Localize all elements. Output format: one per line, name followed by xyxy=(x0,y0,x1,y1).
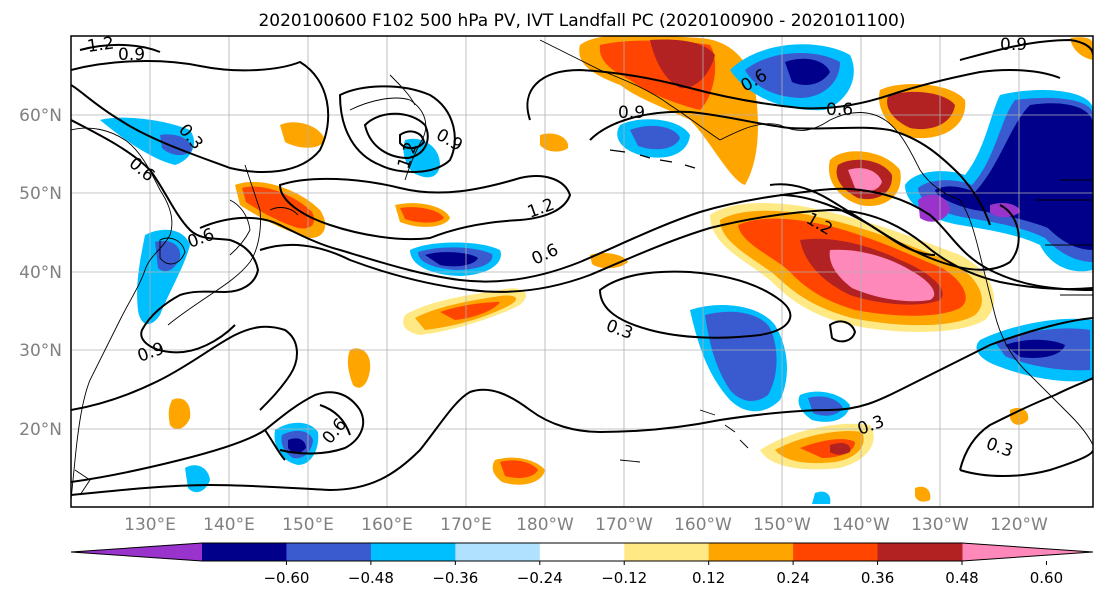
lat-label: 20°N xyxy=(19,420,62,440)
colorbar-tick-label: −0.24 xyxy=(517,569,563,587)
colorbar-tick-label: −0.48 xyxy=(348,569,394,587)
contour-label: 0.9 xyxy=(118,45,145,65)
lon-label: 140°W xyxy=(832,515,890,535)
colorbar-swatch-under xyxy=(71,543,202,561)
coastlines xyxy=(71,39,1093,501)
map-title: 2020100600 F102 500 hPa PV, IVT Landfall… xyxy=(258,11,905,31)
colorbar-swatch xyxy=(877,543,963,561)
colorbar-swatch xyxy=(286,543,372,561)
colorbar-swatch xyxy=(539,543,625,561)
lon-label: 150°W xyxy=(753,515,811,535)
colorbar-tick-label: 0.24 xyxy=(776,569,809,587)
colorbar-tick-label: 0.48 xyxy=(945,569,978,587)
colorbar-swatch xyxy=(202,543,287,561)
lon-label: 130°E xyxy=(124,515,176,535)
colorbar: −0.60 −0.48 −0.36 −0.24 −0.12 0.12 0.24 0.36 0.4… xyxy=(70,542,1094,587)
contour-label: 1.2 xyxy=(86,33,116,57)
lat-label: 50°N xyxy=(19,184,62,204)
contour-label: 0.6 xyxy=(826,100,853,120)
lon-label: 160°W xyxy=(674,515,732,535)
colorbar-tick-label: 0.36 xyxy=(861,569,894,587)
colorbar-swatch xyxy=(370,543,456,561)
lon-label: 130°W xyxy=(911,515,969,535)
lon-label: 140°E xyxy=(203,515,255,535)
colorbar-tick-label: 0.60 xyxy=(1030,569,1063,587)
pv-contours xyxy=(71,38,1093,496)
colorbar-swatch-over xyxy=(962,543,1093,561)
pv-shaded-regions xyxy=(100,36,1093,504)
lon-label: 170°W xyxy=(595,515,653,535)
lon-label: 180°W xyxy=(516,515,574,535)
longitude-labels: 130°E 140°E 150°E 160°E 170°E 180°W 170°… xyxy=(124,515,1048,535)
colorbar-swatch xyxy=(455,543,541,561)
colorbar-tick-label: −0.36 xyxy=(432,569,478,587)
contour-label: 0.9 xyxy=(1000,35,1027,55)
lat-label: 60°N xyxy=(19,106,62,126)
map-frame xyxy=(70,35,1094,508)
colorbar-outline xyxy=(70,542,1094,562)
lon-label: 120°W xyxy=(990,515,1048,535)
colorbar-tick-label: −0.12 xyxy=(601,569,647,587)
colorbar-swatch xyxy=(624,543,710,561)
lon-label: 160°E xyxy=(361,515,413,535)
colorbar-swatch xyxy=(793,543,879,561)
lat-label: 40°N xyxy=(19,263,62,283)
contour-label: 0.9 xyxy=(618,103,645,123)
colorbar-tick-label: −0.60 xyxy=(263,569,309,587)
latitude-labels: 60°N 50°N 40°N 30°N 20°N xyxy=(19,106,62,440)
colorbar-tick-label: 0.12 xyxy=(692,569,725,587)
lat-label: 30°N xyxy=(19,341,62,361)
lon-label: 150°E xyxy=(282,515,334,535)
colorbar-swatch xyxy=(708,543,794,561)
lon-label: 170°E xyxy=(440,515,492,535)
